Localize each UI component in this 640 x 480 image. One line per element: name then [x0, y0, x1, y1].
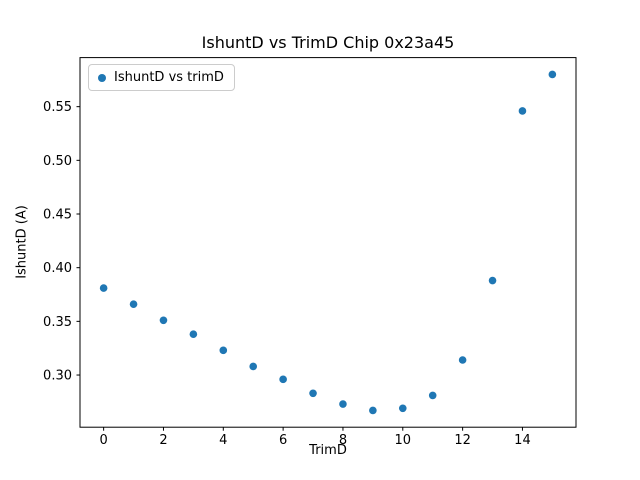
- scatter-point: [428, 391, 437, 400]
- scatter-point: [518, 107, 527, 115]
- scatter-point: [99, 284, 108, 292]
- scatter-point: [189, 330, 198, 339]
- x-tick-label: 4: [219, 433, 227, 448]
- scatter-point: [548, 70, 557, 79]
- x-axis-label: TrimD: [309, 443, 347, 458]
- legend: IshuntD vs trimD: [88, 64, 235, 91]
- y-tick-label: 0.50: [43, 154, 72, 169]
- y-tick-label: 0.45: [43, 208, 72, 223]
- scatter-point: [279, 375, 287, 384]
- scatter-point: [458, 356, 467, 364]
- chart-title: IshuntD vs TrimD Chip 0x23a45: [201, 33, 455, 52]
- x-tick-label: 12: [454, 433, 471, 448]
- scatter-point: [249, 362, 258, 371]
- scatter-point: [398, 404, 407, 413]
- x-tick-label: 8: [339, 433, 347, 448]
- scatter-point: [309, 389, 317, 398]
- x-tick-label: 0: [99, 433, 107, 448]
- y-tick-label: 0.55: [43, 100, 72, 115]
- x-tick-label: 10: [395, 433, 412, 448]
- x-tick-label: 2: [159, 433, 167, 448]
- y-axis-label: IshuntD (A): [14, 205, 30, 279]
- y-tick-label: 0.40: [43, 261, 72, 276]
- x-tick-label: 14: [514, 433, 531, 448]
- scatter-point: [129, 300, 138, 308]
- y-tick-label: 0.30: [43, 369, 72, 384]
- legend-marker-icon: [98, 73, 106, 82]
- scatter-point: [339, 400, 347, 408]
- scatter-point: [369, 406, 377, 415]
- scatter-point: [159, 316, 168, 325]
- legend-label: IshuntD vs trimD: [114, 70, 224, 85]
- scatter-point: [488, 276, 497, 285]
- y-tick-label: 0.35: [43, 315, 72, 330]
- scatter-point: [219, 346, 228, 355]
- x-tick-label: 6: [279, 433, 287, 448]
- axes-spines: [79, 57, 577, 428]
